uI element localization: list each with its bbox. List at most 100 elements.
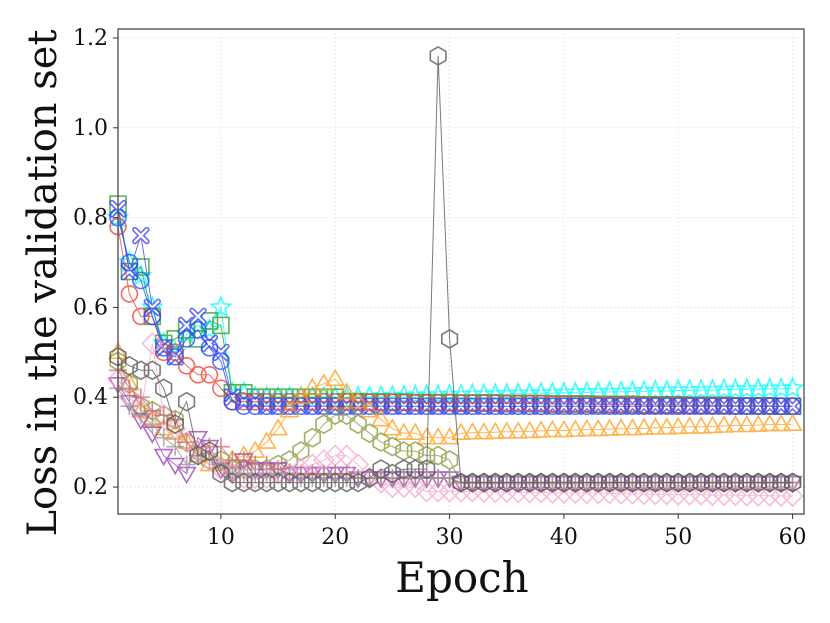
marker-s9-pink-diamond-epoch-12	[232, 466, 255, 490]
marker-s5-blue-circle-epoch-10	[212, 352, 230, 371]
marker-s12-darkgray-hexagon-epoch-58	[761, 472, 779, 493]
marker-s1-cyan-star-epoch-10	[209, 295, 233, 318]
marker-s5-blue-circle-epoch-34	[486, 397, 505, 416]
marker-s6-orange-triangle-epoch-46	[622, 418, 643, 436]
x-tick-label-5: 60	[779, 525, 807, 550]
marker-s6-orange-triangle-epoch-32	[462, 422, 483, 440]
marker-s5-blue-circle-epoch-38	[532, 397, 550, 416]
marker-s12-darkgray-hexagon-epoch-30	[440, 328, 459, 349]
marker-s4-red-circle-epoch-21	[337, 392, 356, 411]
marker-s5-blue-circle-epoch-54	[715, 397, 733, 416]
marker-s12-darkgray-hexagon-epoch-57	[749, 472, 767, 493]
y-tick-label-1: 0.4	[73, 385, 108, 410]
marker-s12-darkgray-hexagon-epoch-48	[646, 472, 665, 493]
series-s6-orange-triangle	[107, 341, 803, 472]
marker-s5-blue-circle-epoch-55	[726, 397, 745, 416]
marker-s12-darkgray-hexagon-epoch-10	[212, 463, 230, 484]
marker-s12-darkgray-hexagon-epoch-35	[498, 472, 516, 493]
marker-s12-darkgray-hexagon-epoch-55	[726, 472, 745, 493]
marker-s6-orange-triangle-epoch-39	[542, 419, 563, 438]
marker-s12-darkgray-hexagon-epoch-24	[372, 459, 390, 480]
y-tick-label-3: 0.8	[73, 206, 108, 231]
marker-s6-orange-triangle-epoch-43	[588, 419, 609, 437]
marker-s6-orange-triangle-epoch-29	[428, 427, 449, 445]
marker-s6-orange-triangle-epoch-48	[645, 417, 666, 435]
marker-s9-pink-diamond-epoch-45	[609, 482, 633, 505]
marker-s12-darkgray-hexagon-epoch-13	[246, 472, 264, 493]
marker-s12-darkgray-hexagon-epoch-34	[486, 472, 504, 493]
marker-s10-brown-plus-epoch-5	[154, 406, 173, 425]
marker-s6-orange-triangle-epoch-47	[633, 417, 654, 436]
marker-s5-blue-circle-epoch-56	[738, 397, 756, 416]
marker-s5-blue-circle-epoch-29	[429, 397, 447, 416]
marker-s12-darkgray-hexagon-epoch-4	[143, 360, 161, 381]
marker-s9-pink-diamond-epoch-13	[244, 466, 267, 490]
marker-s9-pink-diamond-epoch-60	[781, 484, 804, 508]
marker-s6-orange-triangle-epoch-41	[565, 419, 586, 437]
marker-s12-darkgray-hexagon-epoch-19	[315, 472, 333, 493]
marker-s3-blue-x-epoch-8	[189, 307, 207, 326]
marker-s9-pink-diamond-epoch-44	[598, 482, 621, 505]
marker-s7-olive-hexagon-epoch-21	[338, 405, 356, 426]
marker-s11-gray-plus-epoch-2	[120, 397, 139, 416]
marker-s5-blue-circle-epoch-23	[360, 397, 379, 416]
marker-s12-darkgray-hexagon-epoch-7	[178, 391, 196, 412]
axes-layer: 10 20 30 40 50 60 0.2 0.4 0.6 0.8 1.0 1.2	[73, 26, 807, 550]
marker-s10-brown-plus-epoch-10	[211, 437, 230, 456]
marker-s12-darkgray-hexagon-epoch-43	[589, 472, 607, 493]
marker-s6-orange-triangle-epoch-24	[370, 409, 391, 427]
marker-s11-gray-plus-epoch-3	[131, 406, 150, 425]
marker-s4-red-circle-epoch-9	[200, 365, 219, 384]
marker-s4-red-circle-epoch-7	[177, 357, 196, 375]
marker-s9-pink-diamond-epoch-54	[712, 483, 736, 507]
marker-s5-blue-circle-epoch-51	[680, 397, 699, 416]
marker-s5-blue-circle-epoch-33	[475, 397, 493, 416]
marker-s9-pink-diamond-epoch-14	[255, 466, 278, 490]
marker-s9-pink-diamond-epoch-51	[678, 483, 701, 506]
marker-s6-orange-triangle-epoch-28	[416, 427, 437, 445]
marker-s12-darkgray-hexagon-epoch-21	[338, 472, 356, 493]
marker-s12-darkgray-hexagon-epoch-60	[783, 472, 802, 493]
marker-s4-red-circle-epoch-25	[383, 393, 402, 411]
marker-s6-orange-triangle-epoch-26	[393, 422, 414, 441]
marker-s5-blue-circle-epoch-37	[520, 397, 539, 416]
marker-s9-pink-diamond-epoch-16	[278, 462, 301, 485]
marker-s9-pink-diamond-epoch-55	[724, 483, 747, 507]
marker-s12-darkgray-hexagon-epoch-45	[612, 472, 630, 493]
marker-s6-orange-triangle-epoch-57	[748, 414, 769, 432]
marker-s6-orange-triangle-epoch-15	[268, 418, 289, 436]
marker-s6-orange-triangle-epoch-45	[611, 418, 632, 436]
marker-s5-blue-circle-epoch-28	[417, 397, 436, 416]
marker-s1-cyan-star-epoch-60	[781, 376, 805, 398]
y-axis-title: Loss in the validation set	[20, 29, 66, 536]
marker-s5-blue-circle-epoch-7	[177, 330, 196, 348]
marker-s12-darkgray-hexagon-epoch-18	[303, 472, 322, 493]
marker-s5-blue-circle-epoch-40	[555, 397, 573, 416]
marker-s4-red-circle-epoch-14	[257, 392, 276, 411]
x-tick-label-0: 10	[207, 525, 235, 550]
marker-s4-red-circle-epoch-20	[326, 392, 345, 411]
marker-s9-pink-diamond-epoch-47	[632, 483, 656, 506]
plot-frame	[117, 28, 805, 515]
marker-s12-darkgray-hexagon-epoch-53	[703, 472, 722, 493]
marker-s4-red-circle-epoch-13	[246, 392, 264, 411]
x-tick-label-1: 20	[321, 525, 349, 550]
marker-s6-orange-triangle-epoch-33	[473, 422, 494, 440]
series-s4-red-circle	[109, 217, 802, 416]
marker-s5-blue-circle-epoch-30	[440, 397, 459, 416]
marker-s5-blue-circle-epoch-19	[314, 397, 333, 416]
marker-s8-purple-triangle-down-epoch-5	[153, 448, 174, 467]
marker-s12-darkgray-hexagon-epoch-26	[395, 459, 413, 480]
marker-s5-blue-circle-epoch-39	[543, 397, 562, 416]
series-line-s5-blue-circle	[117, 217, 793, 407]
marker-s9-pink-diamond-epoch-48	[644, 483, 667, 506]
marker-s12-darkgray-hexagon-epoch-51	[681, 472, 699, 493]
marker-s5-blue-circle-epoch-53	[703, 397, 722, 416]
marker-s5-blue-circle-epoch-3	[132, 271, 150, 290]
marker-s9-pink-diamond-epoch-7	[175, 430, 198, 454]
x-tick-label-4: 50	[664, 525, 692, 550]
marker-s9-pink-diamond-epoch-57	[747, 484, 770, 507]
marker-s11-gray-plus-epoch-6	[166, 437, 185, 456]
marker-s5-blue-circle-epoch-57	[749, 397, 768, 416]
